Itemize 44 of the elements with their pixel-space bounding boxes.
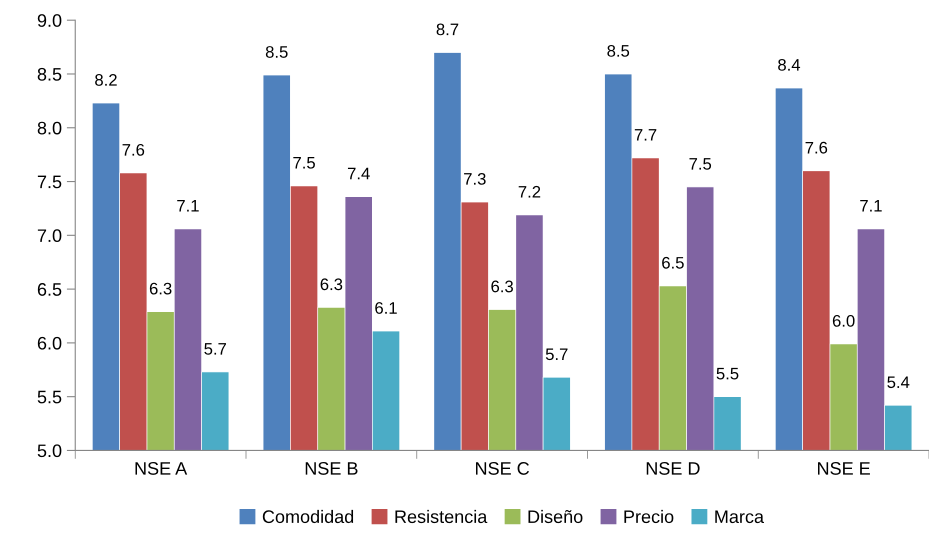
data-label: 6.3 — [320, 278, 342, 290]
data-label: 7.3 — [464, 172, 486, 185]
y-tick-label: 9.0 — [38, 14, 62, 27]
data-label: 6.0 — [832, 314, 855, 327]
legend-label: Comodidad — [262, 510, 354, 524]
x-tick-label: NSE E — [818, 462, 870, 475]
y-tick-label: 7.0 — [38, 229, 62, 242]
data-label: 8.2 — [95, 74, 117, 86]
data-label: 7.4 — [348, 168, 370, 180]
data-label: 6.3 — [491, 280, 513, 292]
data-label: 5.7 — [204, 343, 226, 355]
legend-label: Precio — [624, 510, 674, 524]
y-tick-label: 5.5 — [38, 390, 62, 404]
y-tick-label: 7.5 — [38, 176, 62, 188]
y-tick-label: 8.0 — [38, 122, 62, 134]
data-label: 5.4 — [887, 376, 910, 388]
data-label: 8.5 — [266, 46, 288, 58]
data-label: 5.5 — [716, 368, 738, 380]
data-label: 7.5 — [293, 157, 315, 169]
legend-label: Resistencia — [395, 510, 488, 524]
y-tick-label: 5.0 — [38, 444, 62, 458]
legend-label: Marca — [715, 510, 764, 524]
data-label: 7.2 — [518, 186, 540, 198]
data-label: 7.6 — [122, 144, 144, 156]
data-label: 8.4 — [778, 58, 800, 71]
data-label: 6.3 — [150, 282, 172, 295]
data-label: 8.7 — [436, 23, 458, 36]
data-label: 7.1 — [860, 200, 882, 212]
data-label: 6.5 — [662, 256, 684, 269]
x-tick-label: NSE B — [306, 462, 358, 475]
data-label: 6.1 — [375, 302, 397, 314]
data-label: 7.6 — [806, 142, 828, 154]
legend-label: Diseño — [528, 510, 582, 524]
y-tick-label: 6.5 — [38, 283, 62, 296]
data-label: 7.7 — [634, 129, 656, 141]
data-label: 7.1 — [177, 200, 199, 212]
data-label: 5.7 — [546, 348, 568, 360]
x-tick-label: NSE C — [476, 462, 530, 475]
x-tick-label: NSE A — [136, 462, 188, 475]
x-tick-label: NSE D — [646, 462, 700, 475]
data-label: 7.5 — [689, 158, 712, 170]
y-tick-label: 6.0 — [38, 336, 62, 350]
y-tick-label: 8.5 — [38, 68, 62, 81]
data-label: 8.5 — [607, 45, 630, 57]
